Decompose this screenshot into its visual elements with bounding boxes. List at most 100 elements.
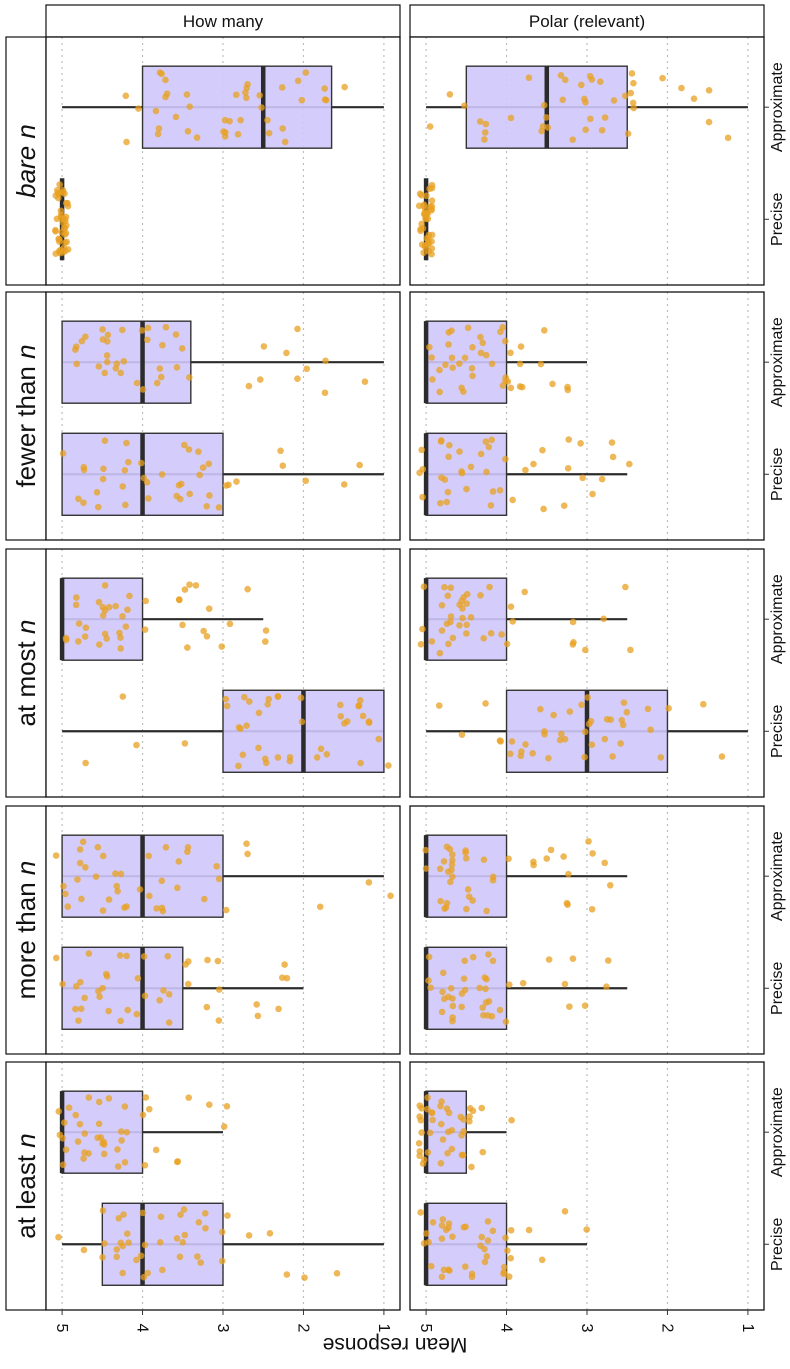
data-point	[478, 1233, 486, 1241]
data-point	[99, 603, 107, 611]
data-point	[718, 753, 726, 760]
data-point	[103, 352, 111, 359]
data-point	[114, 887, 121, 895]
data-point	[482, 120, 490, 128]
data-point	[507, 1226, 515, 1234]
category-label: Precise	[769, 705, 786, 758]
data-point	[279, 462, 287, 470]
data-point	[61, 215, 68, 223]
data-point	[99, 1254, 106, 1261]
data-point	[101, 369, 109, 377]
data-point	[425, 953, 433, 961]
box-approximate	[61, 577, 144, 661]
data-point	[469, 1107, 477, 1115]
data-point	[479, 339, 487, 347]
data-point	[162, 323, 170, 331]
data-point	[537, 705, 544, 713]
data-point	[387, 892, 394, 900]
category-label: Precise	[769, 1218, 786, 1271]
data-point	[619, 721, 627, 729]
data-point	[420, 583, 428, 590]
data-point	[203, 1003, 211, 1011]
data-point	[569, 955, 577, 962]
panel-3-1	[409, 805, 765, 1055]
data-point	[458, 731, 466, 738]
data-point	[172, 331, 180, 338]
data-point	[428, 1109, 436, 1117]
data-point	[266, 1230, 274, 1237]
data-point	[141, 1241, 149, 1249]
data-point	[458, 1151, 466, 1159]
data-point	[181, 740, 189, 747]
data-point	[226, 620, 234, 628]
data-point	[437, 438, 445, 445]
axis-tick-label: 3	[578, 1324, 595, 1333]
data-point	[185, 1094, 193, 1101]
data-point	[417, 225, 424, 233]
data-point	[466, 1118, 473, 1125]
data-point	[509, 496, 516, 504]
data-point	[509, 618, 517, 625]
data-point	[245, 1232, 253, 1239]
data-point	[105, 1007, 112, 1015]
data-point	[94, 843, 102, 851]
data-point	[507, 603, 515, 610]
data-point	[561, 735, 569, 743]
data-point	[298, 96, 306, 104]
data-point	[294, 325, 301, 333]
data-point	[103, 358, 111, 366]
data-point	[505, 1273, 513, 1280]
row-strip-0	[5, 36, 47, 286]
data-point	[303, 365, 311, 373]
data-point	[53, 186, 61, 194]
data-point	[463, 485, 470, 493]
data-point	[437, 897, 444, 905]
data-point	[483, 907, 490, 915]
panel-4-1	[409, 1061, 765, 1311]
data-point	[117, 1017, 124, 1025]
data-point	[201, 895, 208, 903]
data-point	[72, 1111, 80, 1119]
data-point	[518, 748, 525, 755]
data-point	[118, 1137, 125, 1144]
data-point	[705, 87, 713, 94]
data-point	[222, 906, 230, 914]
data-point	[79, 838, 87, 846]
data-point	[462, 854, 470, 862]
data-point	[484, 1237, 492, 1244]
data-point	[322, 357, 329, 365]
data-point	[218, 1257, 226, 1265]
data-point	[460, 1223, 468, 1231]
data-point	[438, 1222, 446, 1229]
data-point	[456, 622, 463, 629]
data-point	[77, 978, 84, 986]
data-point	[563, 899, 571, 907]
data-point	[176, 1253, 184, 1261]
data-point	[337, 701, 344, 709]
data-point	[120, 357, 128, 365]
data-point	[415, 1139, 423, 1147]
data-point	[448, 1127, 456, 1134]
data-point	[437, 1102, 444, 1110]
data-point	[438, 1235, 446, 1243]
data-point	[123, 952, 130, 960]
data-point	[253, 1001, 260, 1008]
data-point	[436, 366, 443, 374]
data-point	[112, 870, 119, 877]
data-point	[124, 606, 131, 614]
box-approximate	[425, 577, 508, 661]
data-point	[264, 116, 271, 124]
data-point	[73, 594, 80, 601]
data-point	[158, 471, 166, 478]
data-point	[657, 754, 665, 761]
data-point	[425, 977, 432, 984]
data-point	[72, 983, 80, 990]
data-point	[558, 730, 565, 738]
data-point	[449, 851, 456, 858]
data-point	[456, 448, 463, 455]
data-point	[297, 694, 305, 702]
data-point	[195, 1219, 203, 1226]
data-point	[234, 130, 242, 138]
data-point	[61, 1119, 68, 1126]
data-point	[626, 460, 633, 468]
